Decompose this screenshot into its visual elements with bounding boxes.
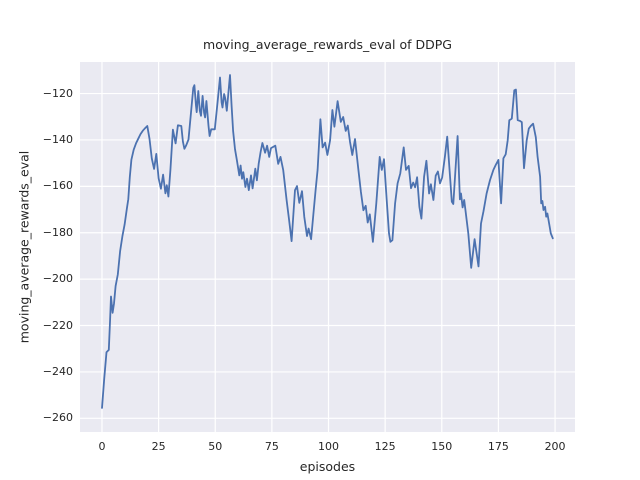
x-tick-label: 100 <box>318 440 340 453</box>
chart-title: moving_average_rewards_eval of DDPG <box>203 37 452 52</box>
x-tick-label: 50 <box>208 440 223 453</box>
y-tick-label: −260 <box>42 411 73 425</box>
x-tick-label: 125 <box>374 440 396 453</box>
x-tick-label: 200 <box>544 440 566 453</box>
x-tick-label: 25 <box>151 440 166 453</box>
x-axis-label: episodes <box>299 459 356 474</box>
y-tick-label: −160 <box>42 179 73 193</box>
y-tick-label: −220 <box>42 318 73 332</box>
x-tick-label: 75 <box>264 440 279 453</box>
reward-line <box>101 74 554 409</box>
x-tick-label: 150 <box>431 440 453 453</box>
y-tick-label: −180 <box>42 225 73 239</box>
x-tick-label: 175 <box>487 440 509 453</box>
y-tick-label: −240 <box>42 364 73 378</box>
y-tick-label: −140 <box>42 132 73 146</box>
y-tick-label: −120 <box>42 86 73 100</box>
x-tick-label: 0 <box>98 440 106 453</box>
axes-background <box>80 62 575 432</box>
y-tick-label: −200 <box>42 272 73 286</box>
